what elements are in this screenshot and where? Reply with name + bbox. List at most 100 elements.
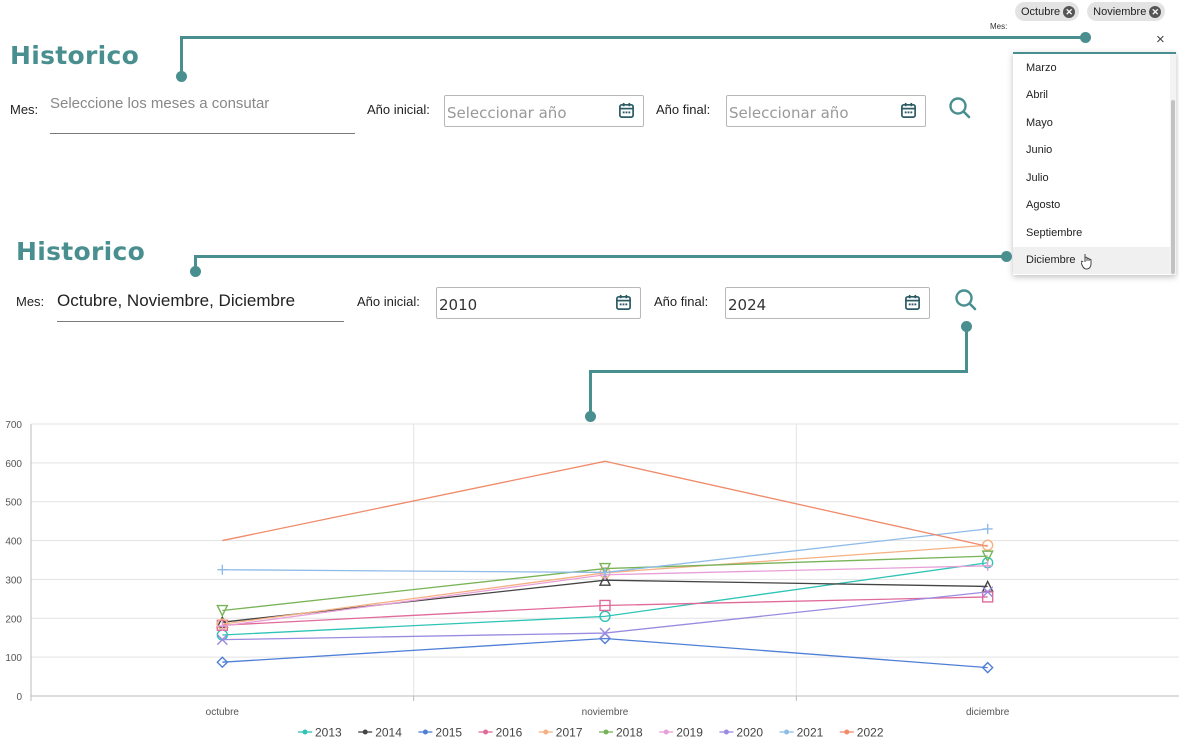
ano-inicial-label: Año inicial: — [357, 294, 420, 309]
legend-item-2022[interactable]: 2022 — [839, 726, 884, 740]
legend-marker — [362, 729, 368, 735]
legend-item-2013[interactable]: 2013 — [298, 726, 342, 740]
y-tick-label: 600 — [5, 459, 22, 470]
legend-item-2014[interactable]: 2014 — [358, 726, 402, 740]
connector-dot — [176, 71, 187, 82]
series-line-2018 — [222, 555, 988, 612]
selected-chips: Octubre ✕ Noviembre ✕ — [1015, 2, 1166, 21]
data-point-2019 — [982, 560, 993, 571]
series-line-2022 — [222, 460, 988, 548]
connector-line — [194, 255, 1006, 258]
legend-label: 2015 — [435, 726, 462, 740]
ano-final-value: 2024 — [728, 296, 767, 314]
ano-inicial-field[interactable]: Seleccionar año — [444, 95, 644, 127]
popup-mes-label: Mes: — [990, 22, 1008, 31]
legend-marker — [723, 729, 729, 735]
data-point-2021 — [982, 523, 993, 534]
legend-marker — [302, 729, 308, 735]
connector-dot — [585, 411, 596, 422]
legend-item-2016[interactable]: 2016 — [478, 726, 523, 740]
legend-item-2017[interactable]: 2017 — [538, 726, 583, 740]
search-icon[interactable] — [948, 96, 972, 120]
option-agosto[interactable]: Agosto — [1026, 199, 1061, 212]
mes-select[interactable]: Seleccione los meses a consutar — [50, 92, 355, 134]
series-line-2015 — [222, 637, 988, 669]
series-line-2021 — [222, 528, 988, 574]
legend-label: 2021 — [797, 726, 824, 740]
chart-legend: 2013 2014 2015 2016 2017 2018 2019 2020 2021 2022 — [298, 726, 884, 740]
option-abril[interactable]: Abril — [1026, 89, 1049, 102]
option-diciembre[interactable]: Diciembre — [1013, 246, 1176, 274]
ano-inicial-value: 2010 — [439, 296, 478, 314]
remove-chip-icon[interactable]: ✕ — [1149, 5, 1162, 18]
ano-inicial-placeholder: Seleccionar año — [447, 104, 567, 122]
legend-label: 2018 — [616, 726, 643, 740]
legend-item-2018[interactable]: 2018 — [599, 726, 643, 740]
x-tick-label: diciembre — [966, 707, 1010, 718]
hand-cursor-icon — [1081, 254, 1092, 270]
chip-octubre: Octubre ✕ — [1015, 2, 1080, 21]
months-dropdown: Marzo Abril Mayo Junio Julio Agosto Sept… — [1013, 52, 1176, 275]
legend-marker — [784, 729, 790, 735]
calendar-icon[interactable] — [618, 102, 635, 119]
chip-label: Noviembre — [1093, 5, 1147, 18]
page-title: Historico — [16, 237, 146, 266]
mes-label: Mes: — [10, 102, 39, 117]
connector-dot — [1001, 251, 1012, 262]
legend-marker — [483, 729, 489, 735]
legend-item-2015[interactable]: 2015 — [418, 726, 462, 740]
calendar-icon[interactable] — [615, 294, 632, 311]
data-point-2018 — [598, 562, 612, 576]
legend-label: 2017 — [556, 726, 583, 740]
data-point-2016 — [599, 599, 611, 612]
dropdown-scrollbar-thumb[interactable] — [1171, 100, 1175, 274]
legend-label: 2019 — [676, 726, 703, 740]
y-tick-label: 500 — [5, 498, 22, 509]
data-point-2021 — [600, 567, 610, 578]
option-marzo[interactable]: Marzo — [1026, 61, 1057, 74]
legend-item-2019[interactable]: 2019 — [659, 726, 703, 740]
calendar-icon[interactable] — [904, 294, 921, 311]
legend-label: 2014 — [375, 726, 402, 740]
mes-label: Mes: — [16, 294, 45, 309]
calendar-icon[interactable] — [900, 102, 917, 119]
connector-line — [194, 255, 197, 272]
dropdown-scrollbar-track[interactable] — [1170, 54, 1176, 275]
search-icon[interactable] — [954, 288, 978, 312]
mes-select[interactable]: Octubre, Noviembre, Diciembre — [57, 286, 344, 322]
option-junio[interactable]: Junio — [1026, 144, 1053, 157]
mes-value: Octubre, Noviembre, Diciembre — [57, 291, 296, 310]
option-mayo[interactable]: Mayo — [1026, 116, 1053, 129]
remove-chip-icon[interactable]: ✕ — [1063, 5, 1076, 18]
mes-placeholder: Seleccione los meses a consutar — [50, 95, 270, 112]
clear-icon[interactable]: × — [1156, 31, 1165, 48]
series-line-2016 — [222, 596, 988, 626]
data-point-2013 — [599, 610, 611, 623]
legend-marker — [603, 729, 609, 735]
option-septiembre[interactable]: Septiembre — [1026, 226, 1083, 239]
data-point-2020 — [599, 627, 611, 639]
option-julio[interactable]: Julio — [1026, 171, 1049, 184]
chip-label: Octubre — [1021, 5, 1061, 18]
y-tick-label: 300 — [5, 575, 22, 586]
ano-inicial-label: Año inicial: — [367, 102, 430, 117]
legend-label: 2020 — [736, 726, 763, 740]
series-line-2014 — [222, 579, 988, 623]
connector-line — [589, 370, 592, 416]
y-tick-label: 200 — [5, 614, 22, 625]
y-tick-label: 0 — [16, 692, 22, 703]
ano-final-field[interactable]: 2024 — [725, 287, 930, 319]
ano-final-placeholder: Seleccionar año — [729, 104, 849, 122]
legend-label: 2022 — [857, 726, 884, 740]
series-line-2013 — [222, 562, 988, 636]
legend-item-2020[interactable]: 2020 — [719, 726, 763, 740]
ano-final-field[interactable]: Seleccionar año — [726, 95, 926, 127]
legend-item-2021[interactable]: 2021 — [779, 726, 824, 740]
x-tick-label: noviembre — [582, 707, 629, 718]
ano-inicial-field[interactable]: 2010 — [436, 287, 641, 319]
data-point-2015 — [216, 656, 229, 669]
data-point-2021 — [217, 564, 228, 575]
y-tick-label: 400 — [5, 537, 22, 548]
connector-line — [180, 36, 1085, 39]
legend-marker — [844, 729, 850, 735]
